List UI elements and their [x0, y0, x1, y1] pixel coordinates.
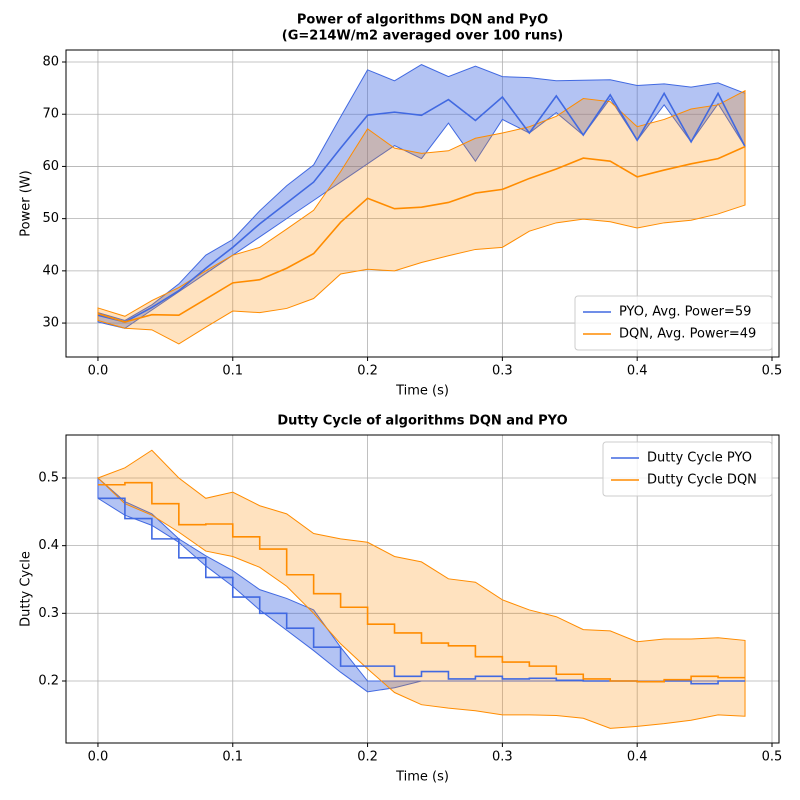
y-tick-label: 30 — [42, 316, 59, 331]
series-line — [97, 145, 746, 323]
x-tick-label: 0.2 — [357, 750, 378, 765]
y-tick-label: 0.5 — [38, 470, 59, 485]
x-tick-label: 0.4 — [627, 750, 648, 765]
y-tick-label: 80 — [42, 55, 59, 70]
legend-box — [574, 295, 773, 351]
series-line — [97, 481, 746, 683]
y-axis-label: Power (W) — [19, 170, 34, 236]
legend-label: Dutty Cycle DQN — [647, 473, 757, 488]
series-line — [97, 91, 746, 323]
x-tick-label: 0.0 — [88, 364, 109, 379]
x-tick-label: 0.0 — [88, 750, 109, 765]
x-tick-label: 0.1 — [222, 750, 243, 765]
y-tick-label: 60 — [42, 159, 59, 174]
x-tick-label: 0.4 — [627, 364, 648, 379]
x-tick-label: 0.5 — [762, 750, 783, 765]
band — [97, 89, 746, 345]
y-tick-label: 0.4 — [38, 538, 59, 553]
legend-label: DQN, Avg. Power=49 — [619, 327, 756, 342]
legend-box — [602, 441, 773, 497]
axes-frame — [65, 434, 780, 744]
x-axis-label: Time (s) — [395, 384, 449, 399]
legend-label: PYO, Avg. Power=59 — [619, 305, 751, 320]
y-axis-label: Dutty Cycle — [19, 551, 34, 627]
y-tick-label: 50 — [42, 211, 59, 226]
x-tick-label: 0.3 — [492, 750, 513, 765]
x-tick-label: 0.2 — [357, 364, 378, 379]
x-tick-label: 0.5 — [762, 364, 783, 379]
y-tick-label: 0.2 — [38, 674, 59, 689]
legend-label: Dutty Cycle PYO — [647, 451, 752, 466]
x-tick-label: 0.1 — [222, 364, 243, 379]
x-axis-label: Time (s) — [395, 770, 449, 785]
chart-title: Dutty Cycle of algorithms DQN and PYO — [277, 414, 567, 429]
chart-title: (G=214W/m2 averaged over 100 runs) — [282, 29, 563, 44]
x-tick-label: 0.3 — [492, 364, 513, 379]
chart-title: Power of algorithms DQN and PyO — [297, 13, 548, 28]
y-tick-label: 40 — [42, 263, 59, 278]
y-tick-label: 0.3 — [38, 606, 59, 621]
axes-frame — [65, 49, 780, 358]
y-tick-label: 70 — [42, 107, 59, 122]
